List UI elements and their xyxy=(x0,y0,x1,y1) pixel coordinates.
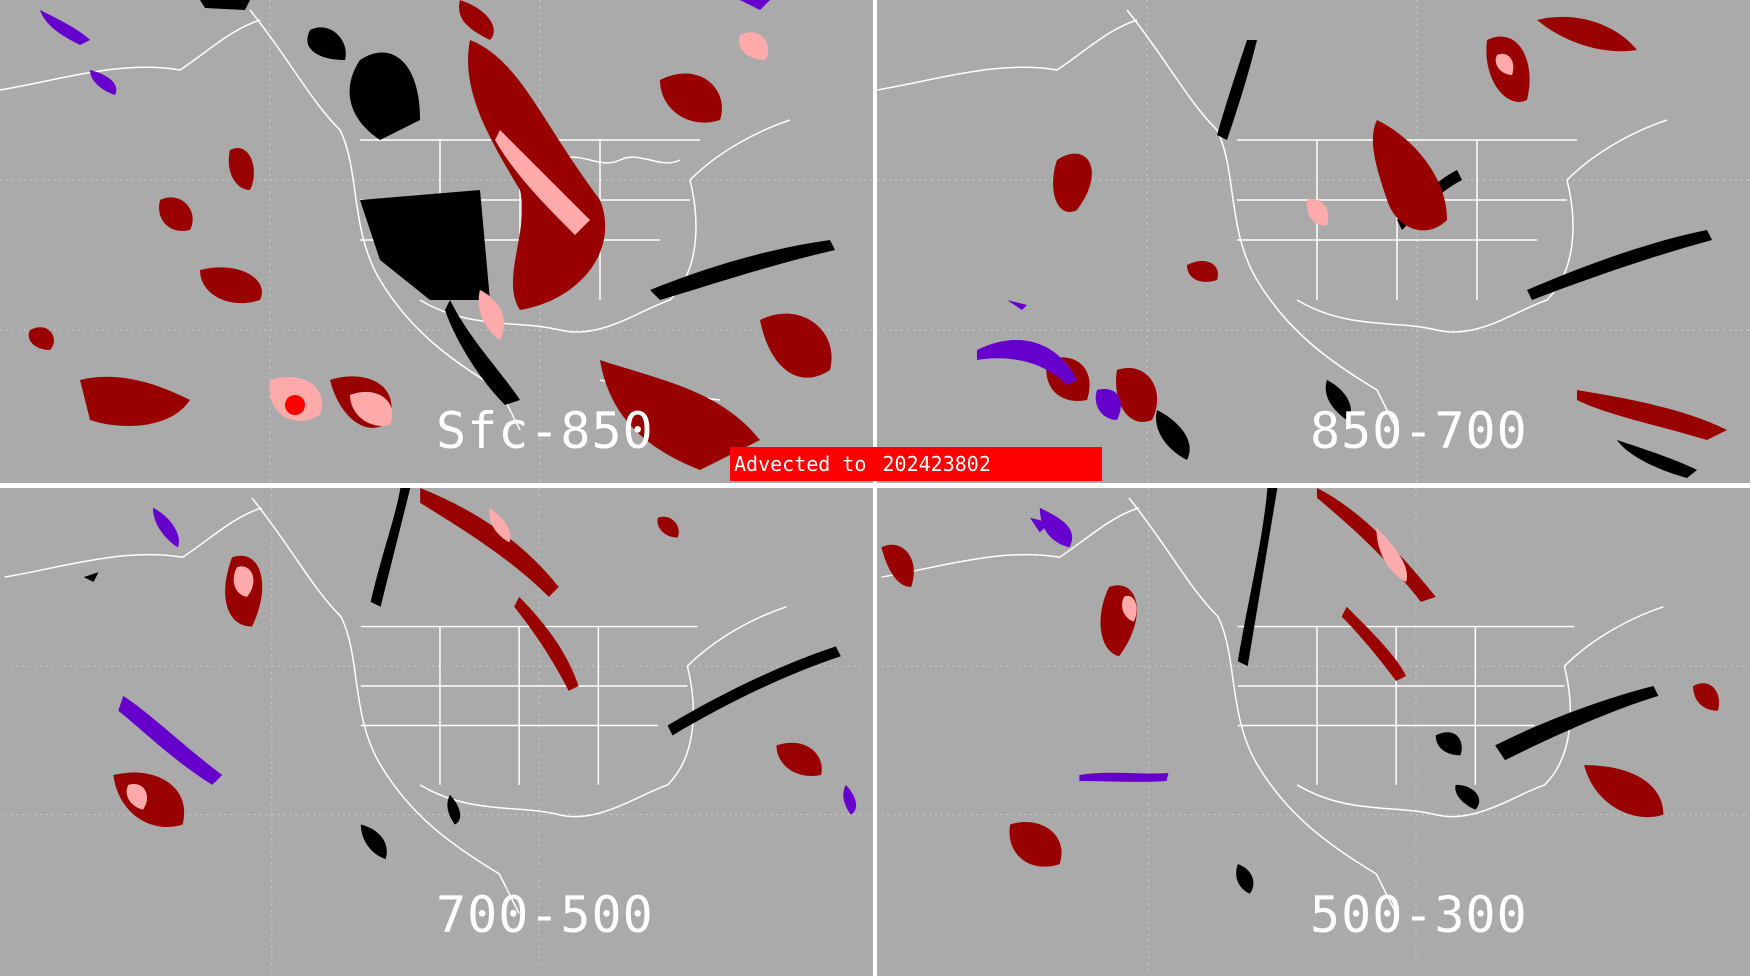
panel-500-300: 500-300 xyxy=(877,488,1750,976)
banner-prefix: Advected to xyxy=(734,452,867,476)
grid-lines xyxy=(881,488,1746,971)
pink-region xyxy=(269,32,769,426)
banner-time: 202423802 xyxy=(882,452,991,476)
map-sfc-850 xyxy=(0,0,873,483)
black-region xyxy=(200,0,835,405)
red-region xyxy=(285,395,305,415)
map-500-300 xyxy=(881,488,1746,971)
dark-red-region xyxy=(1046,16,1727,440)
purple-region xyxy=(118,507,857,815)
vertical-divider xyxy=(873,0,877,976)
panel-850-700: 850-700 xyxy=(877,0,1750,483)
purple-region xyxy=(40,0,770,95)
map-850-700 xyxy=(877,0,1750,483)
coastline-map xyxy=(4,497,787,914)
purple-region xyxy=(1029,507,1169,782)
layer-label: Sfc-850 xyxy=(436,402,654,460)
black-region xyxy=(83,488,841,860)
panel-700-500: 700-500 xyxy=(0,488,873,976)
layer-label: 700-500 xyxy=(436,886,654,944)
coastline-map xyxy=(881,497,1664,914)
map-700-500 xyxy=(4,488,869,971)
pink-region xyxy=(1122,527,1408,622)
advected-banner: Advected to 202423802 xyxy=(730,447,1102,481)
purple-region xyxy=(977,300,1121,420)
panel-sfc-850: Sfc-850 xyxy=(0,0,873,483)
black-region xyxy=(1236,488,1659,894)
layer-label: 850-700 xyxy=(1310,402,1528,460)
dark-red-region xyxy=(881,488,1720,867)
pink-region xyxy=(126,507,511,810)
coastline-map xyxy=(877,9,1668,431)
pink-region xyxy=(1306,53,1514,226)
layer-label: 500-300 xyxy=(1310,886,1528,944)
